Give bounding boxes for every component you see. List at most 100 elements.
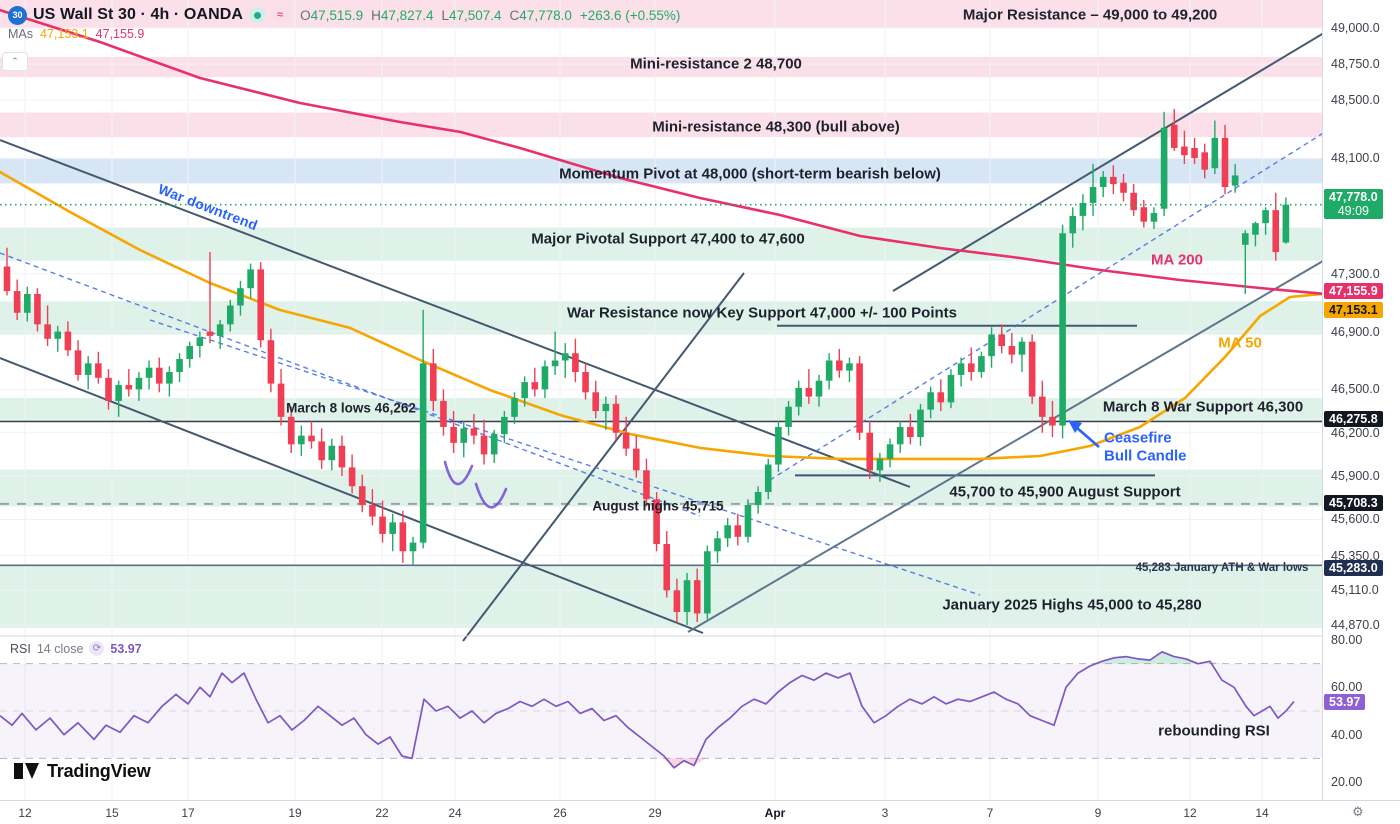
- candle[interactable]: [836, 360, 843, 371]
- candle[interactable]: [633, 448, 640, 471]
- zone-label[interactable]: Mini-resistance 2 48,700: [630, 55, 802, 73]
- candle[interactable]: [704, 551, 711, 614]
- candle[interactable]: [105, 377, 112, 401]
- candle[interactable]: [988, 334, 995, 357]
- candle[interactable]: [328, 445, 336, 461]
- candle[interactable]: [1201, 152, 1208, 170]
- candle[interactable]: [1110, 176, 1117, 185]
- dashed-trendline[interactable]: [0, 252, 701, 517]
- candle[interactable]: [1120, 182, 1127, 193]
- candle[interactable]: [1140, 207, 1148, 222]
- candle[interactable]: [176, 359, 183, 373]
- candle[interactable]: [216, 324, 224, 336]
- zone-label[interactable]: Major Resistance – 49,000 to 49,200: [962, 6, 1218, 24]
- candle[interactable]: [551, 360, 559, 367]
- drawn-arc-annotation[interactable]: [443, 460, 474, 486]
- candle[interactable]: [1272, 210, 1280, 253]
- axis-settings-icon[interactable]: ⚙: [1352, 804, 1364, 819]
- symbol-logo-icon[interactable]: 30: [8, 5, 27, 25]
- price-tag[interactable]: 45,283.0: [1324, 560, 1383, 576]
- candle[interactable]: [754, 492, 762, 506]
- collapse-pane-button[interactable]: ⌃: [2, 52, 28, 71]
- candle[interactable]: [673, 590, 681, 612]
- trendline[interactable]: [462, 272, 745, 642]
- price-tag[interactable]: 53.97: [1324, 694, 1366, 710]
- price-axis[interactable]: 49,000.0 48,750.0 48,500.0 48,100.0 47,300.0…: [1322, 0, 1400, 800]
- candle[interactable]: [125, 385, 133, 390]
- candle[interactable]: [825, 360, 833, 381]
- candle[interactable]: [734, 525, 742, 537]
- zone-label[interactable]: Momentum Pivot at 48,000 (short-term bea…: [559, 165, 941, 183]
- candle[interactable]: [795, 387, 802, 407]
- candle[interactable]: [1211, 137, 1219, 169]
- candle[interactable]: [1018, 341, 1026, 355]
- candle[interactable]: [338, 445, 346, 468]
- candle[interactable]: [602, 403, 610, 412]
- annotation-label[interactable]: MA 200: [1151, 251, 1203, 269]
- candle[interactable]: [308, 435, 315, 442]
- candle[interactable]: [622, 432, 630, 449]
- dashed-trendline[interactable]: [769, 84, 1400, 481]
- annotation-label[interactable]: Ceasefire: [1104, 429, 1172, 447]
- candle[interactable]: [145, 367, 153, 378]
- candle[interactable]: [1049, 416, 1056, 426]
- market-status-icon[interactable]: [249, 7, 267, 23]
- annotation-label[interactable]: March 8 lows 46,262: [286, 400, 416, 416]
- zone-label[interactable]: War Resistance now Key Support 47,000 +/…: [567, 304, 957, 322]
- ma200-line[interactable]: [0, 8, 1324, 296]
- annotation-label[interactable]: MA 50: [1218, 334, 1262, 352]
- zone-label[interactable]: 45,700 to 45,900 August Support: [949, 483, 1181, 501]
- candle[interactable]: [54, 331, 62, 339]
- price-tag[interactable]: 47,155.9: [1324, 283, 1383, 299]
- candle[interactable]: [643, 470, 650, 500]
- candle[interactable]: [663, 544, 671, 591]
- candle[interactable]: [369, 505, 376, 517]
- candle[interactable]: [907, 426, 914, 438]
- candle[interactable]: [490, 434, 498, 455]
- candle[interactable]: [866, 432, 874, 471]
- candle[interactable]: [592, 392, 599, 412]
- candle[interactable]: [785, 406, 792, 427]
- refresh-icon[interactable]: ⟳: [89, 641, 105, 656]
- candle[interactable]: [64, 331, 72, 351]
- trendline[interactable]: [0, 139, 911, 488]
- rsi-line[interactable]: [0, 650, 1295, 769]
- candle[interactable]: [1089, 187, 1097, 203]
- candle[interactable]: [227, 305, 234, 325]
- candle[interactable]: [1099, 176, 1107, 188]
- candle[interactable]: [1282, 204, 1290, 243]
- annotation-label[interactable]: 45,283 January ATH & War lows: [1135, 562, 1309, 574]
- price-tag[interactable]: 45,708.3: [1324, 495, 1383, 511]
- candle[interactable]: [379, 516, 386, 534]
- candle[interactable]: [1160, 127, 1168, 209]
- candle[interactable]: [1221, 137, 1229, 188]
- candle[interactable]: [399, 522, 407, 552]
- candle[interactable]: [1028, 341, 1036, 397]
- candle[interactable]: [693, 580, 701, 614]
- candle[interactable]: [358, 486, 366, 506]
- candle[interactable]: [44, 324, 51, 339]
- candle[interactable]: [13, 291, 21, 313]
- trendline[interactable]: [892, 2, 1375, 292]
- candle[interactable]: [653, 499, 660, 545]
- candle[interactable]: [978, 356, 985, 373]
- annotation-label[interactable]: Bull Candle: [1104, 447, 1187, 465]
- candle[interactable]: [287, 416, 295, 445]
- candle[interactable]: [511, 398, 518, 417]
- candle[interactable]: [24, 293, 31, 313]
- candle[interactable]: [612, 403, 620, 433]
- candle[interactable]: [430, 363, 437, 401]
- candle[interactable]: [998, 334, 1005, 347]
- candle[interactable]: [815, 380, 823, 397]
- candle[interactable]: [805, 387, 813, 397]
- candle[interactable]: [531, 382, 539, 390]
- trendline[interactable]: [687, 215, 1400, 633]
- symbol-title[interactable]: US Wall St 30 · 4h · OANDA: [33, 6, 244, 23]
- candle[interactable]: [1231, 175, 1239, 186]
- candle[interactable]: [846, 363, 853, 371]
- candle[interactable]: [561, 353, 569, 361]
- candle[interactable]: [3, 266, 11, 292]
- candle[interactable]: [84, 363, 92, 375]
- annotation-label[interactable]: August highs 45,715: [592, 498, 724, 514]
- candle[interactable]: [440, 400, 447, 427]
